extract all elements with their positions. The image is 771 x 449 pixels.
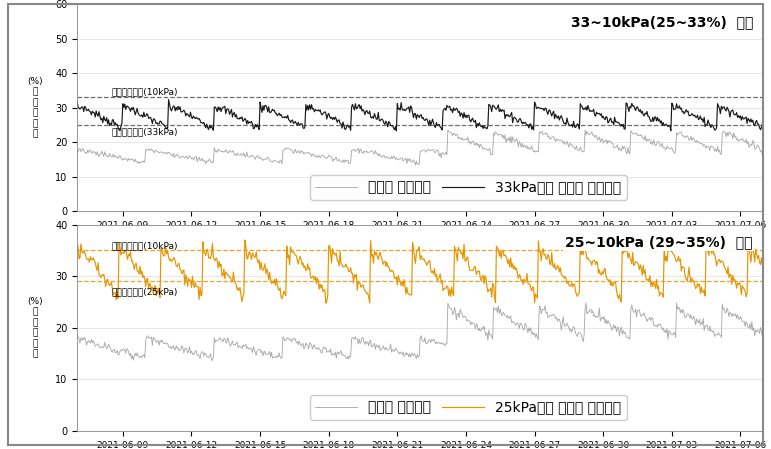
Line: 33kPa기준 시험구 토양수분: 33kPa기준 시험구 토양수분	[77, 100, 763, 131]
Legend: 관행구 토양수분, 33kPa기준 시험구 토양수분: 관행구 토양수분, 33kPa기준 시험구 토양수분	[310, 175, 627, 200]
Text: 25~10kPa (29~35%)  제어: 25~10kPa (29~35%) 제어	[565, 235, 753, 249]
Line: 25kPa기준 시험구 토양수분: 25kPa기준 시험구 토양수분	[77, 240, 763, 303]
Y-axis label: (%)
토
양
수
분
비: (%) 토 양 수 분 비	[28, 297, 43, 358]
Legend: 관행구 토양수분, 25kPa기준 시험구 토양수분: 관행구 토양수분, 25kPa기준 시험구 토양수분	[310, 395, 627, 420]
Line: 관행구 토양수분: 관행구 토양수분	[77, 130, 763, 165]
Text: 33~10kPa(25~33%)  제어: 33~10kPa(25~33%) 제어	[571, 15, 753, 29]
Text: 포장용수수분(10kPa): 포장용수수분(10kPa)	[112, 242, 178, 251]
Text: 관수개시수분(33kPa): 관수개시수분(33kPa)	[112, 128, 178, 136]
Y-axis label: (%)
토
양
수
분
비: (%) 토 양 수 분 비	[28, 77, 43, 138]
Line: 관행구 토양수분: 관행구 토양수분	[77, 303, 763, 361]
Text: 포장용수수분(10kPa): 포장용수수분(10kPa)	[112, 88, 178, 97]
Text: 관수개시수분(25kPa): 관수개시수분(25kPa)	[112, 287, 178, 296]
